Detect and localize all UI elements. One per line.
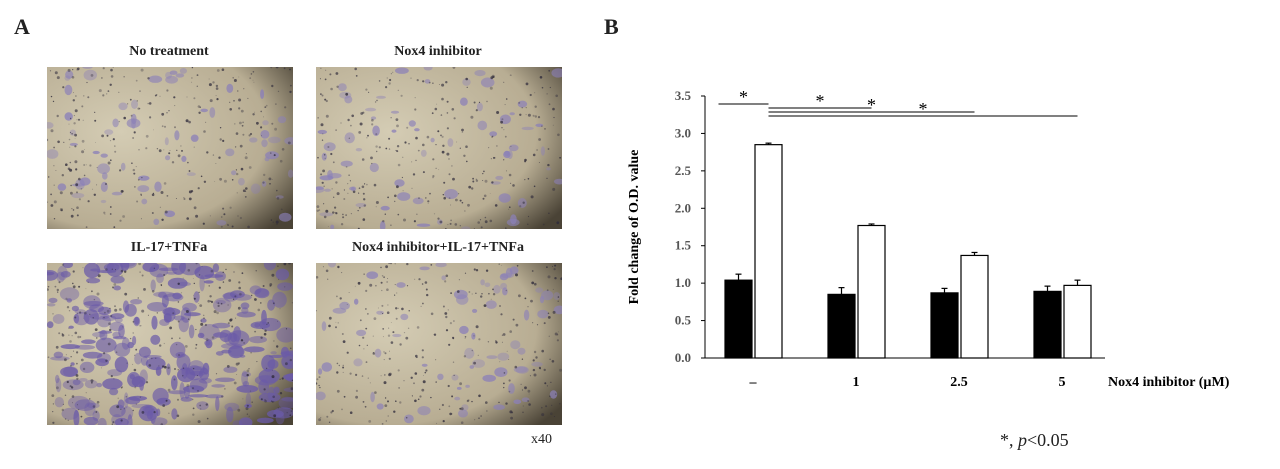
y-tick-label: 3.0 bbox=[675, 125, 691, 140]
significance-star: * bbox=[739, 87, 748, 107]
magnification-label: x40 bbox=[531, 432, 552, 447]
micrograph-image bbox=[316, 263, 562, 425]
x-axis-label: Nox4 inhibitor (µM) bbox=[1108, 375, 1230, 390]
y-tick-label: 0.5 bbox=[675, 313, 692, 328]
y-tick-label: 1.0 bbox=[675, 275, 691, 290]
micrograph-title: No treatment bbox=[129, 44, 209, 59]
x-tick-label: 2.5 bbox=[950, 375, 968, 390]
panel-label-a: A bbox=[14, 14, 30, 39]
significance-star: * bbox=[867, 95, 876, 115]
micrograph-image bbox=[47, 67, 293, 229]
significance-note: *, p<0.05 bbox=[1000, 430, 1069, 450]
bar bbox=[960, 254, 989, 359]
y-axis-label: Fold change of O.D. value bbox=[627, 150, 642, 305]
micrograph-title: Nox4 inhibitor+IL-17+TNFa bbox=[352, 240, 524, 255]
panel-label-b: B bbox=[604, 14, 619, 39]
bar bbox=[724, 279, 753, 359]
x-tick-label: – bbox=[749, 375, 758, 390]
bar bbox=[1033, 290, 1062, 359]
bar bbox=[930, 292, 959, 359]
y-tick-label: 0.0 bbox=[675, 350, 691, 365]
micrograph-title: IL-17+TNFa bbox=[130, 240, 208, 255]
bar-chart: 0.0 0.5 1.0 1.5 2.0 2.5 3.0 3.5 Fold change of O… bbox=[627, 87, 1230, 390]
x-tick-label: 1 bbox=[853, 375, 860, 390]
y-tick-label: 2.5 bbox=[675, 163, 692, 178]
significance-star: * bbox=[816, 91, 825, 111]
significance-star: * bbox=[919, 99, 928, 119]
y-tick-label: 1.5 bbox=[675, 238, 692, 253]
y-tick-label: 3.5 bbox=[675, 88, 692, 103]
bar bbox=[857, 224, 886, 359]
micrograph-image bbox=[47, 263, 293, 425]
y-tick-label: 2.0 bbox=[675, 200, 691, 215]
micrograph-image bbox=[316, 67, 562, 229]
bar bbox=[827, 293, 856, 359]
bar bbox=[1063, 284, 1092, 359]
x-tick-label: 5 bbox=[1059, 375, 1066, 390]
bar bbox=[754, 144, 783, 359]
micrograph-title: Nox4 inhibitor bbox=[394, 44, 482, 59]
